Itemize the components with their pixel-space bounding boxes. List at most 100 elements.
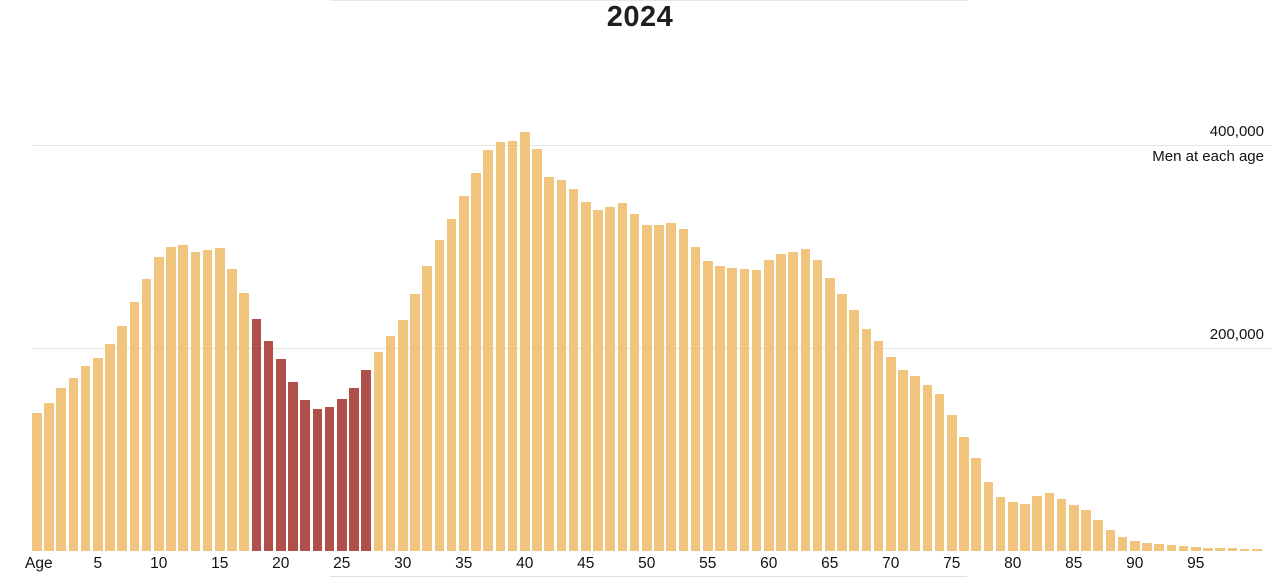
bar-age-39 <box>507 140 518 551</box>
bar-age-4 <box>80 366 91 551</box>
bottom-divider <box>330 576 967 577</box>
bar-age-6 <box>105 343 115 551</box>
bar-age-91 <box>1142 542 1152 551</box>
x-tick-label-95: 95 <box>1187 555 1205 572</box>
bar-age-56 <box>715 265 725 551</box>
bar-age-29 <box>385 335 396 551</box>
x-tick-label-50: 50 <box>638 555 656 572</box>
bar-age-11 <box>166 246 176 551</box>
bar-age-8 <box>129 302 140 551</box>
bar-age-12 <box>178 244 189 551</box>
y-tick-label-400000: 400,000 <box>1209 123 1264 140</box>
bar-age-63 <box>800 248 811 551</box>
bar-age-84 <box>1056 499 1067 551</box>
bar-age-87 <box>1093 519 1104 551</box>
bar-age-22 <box>300 399 311 551</box>
bar-age-18 <box>251 318 262 551</box>
bar-age-83 <box>1044 493 1055 551</box>
x-tick-label-5: 5 <box>93 555 103 572</box>
bar-age-99 <box>1239 548 1250 551</box>
bar-age-49 <box>629 214 640 551</box>
bar-age-67 <box>849 310 860 551</box>
bar-age-21 <box>288 381 298 551</box>
bar-age-93 <box>1166 544 1177 551</box>
bar-age-43 <box>556 179 567 551</box>
bar-age-38 <box>495 142 506 551</box>
bar-age-66 <box>837 294 847 551</box>
bar-age-26 <box>349 387 359 551</box>
gridline-400000 <box>33 145 1272 146</box>
bar-age-23 <box>312 408 323 551</box>
bar-age-32 <box>422 265 433 551</box>
bar-age-80 <box>1007 502 1018 551</box>
bar-age-98 <box>1227 548 1238 551</box>
bar-age-25 <box>336 398 347 552</box>
bar-age-85 <box>1068 505 1079 551</box>
y-tick-label-200000: 200,000 <box>1209 326 1264 343</box>
bar-age-10 <box>153 256 164 551</box>
bar-age-44 <box>568 188 579 551</box>
x-tick-label-85: 85 <box>1065 555 1083 572</box>
bar-age-33 <box>434 240 445 551</box>
bar-age-1 <box>44 402 54 551</box>
bar-age-5 <box>92 358 103 551</box>
x-tick-label-90: 90 <box>1126 555 1144 572</box>
bar-age-95 <box>1190 546 1201 551</box>
top-divider <box>330 0 967 1</box>
x-tick-label-10: 10 <box>150 555 168 572</box>
bar-age-74 <box>934 393 945 551</box>
bar-age-61 <box>776 253 786 551</box>
bar-age-89 <box>1117 536 1128 551</box>
bar-age-52 <box>666 223 677 551</box>
bar-age-42 <box>544 176 555 551</box>
bar-age-71 <box>898 370 908 551</box>
bar-age-7 <box>117 325 128 551</box>
bar-age-96 <box>1203 547 1213 551</box>
bar-age-9 <box>141 279 152 551</box>
bar-age-65 <box>824 278 835 551</box>
bar-age-59 <box>751 269 762 551</box>
bar-age-3 <box>68 378 79 551</box>
bar-age-30 <box>397 319 408 551</box>
bar-age-37 <box>483 150 494 551</box>
x-tick-label-70: 70 <box>882 555 900 572</box>
bar-age-78 <box>983 482 994 551</box>
bar-age-15 <box>214 247 225 551</box>
bar-age-34 <box>446 219 457 551</box>
x-tick-label-40: 40 <box>516 555 534 572</box>
x-tick-label-15: 15 <box>211 555 229 572</box>
bar-age-36 <box>471 173 481 551</box>
bar-age-60 <box>763 259 774 551</box>
bar-age-92 <box>1154 543 1165 551</box>
bar-age-54 <box>690 246 701 551</box>
bar-age-82 <box>1032 496 1043 551</box>
x-tick-label-35: 35 <box>455 555 473 572</box>
bar-age-77 <box>971 457 982 551</box>
bar-age-41 <box>532 149 542 551</box>
bar-age-31 <box>410 294 420 551</box>
bar-age-76 <box>959 437 969 551</box>
bar-age-51 <box>654 225 664 551</box>
x-tick-label-45: 45 <box>577 555 595 572</box>
bar-age-17 <box>239 293 250 551</box>
bar-age-47 <box>605 206 616 551</box>
bar-age-50 <box>641 225 652 551</box>
bar-age-0 <box>31 413 42 551</box>
bar-age-14 <box>202 249 213 551</box>
bar-age-58 <box>739 268 750 551</box>
page-title: 2024 <box>606 1 674 33</box>
bar-age-48 <box>617 202 628 551</box>
bar-age-64 <box>812 259 823 551</box>
x-tick-label-75: 75 <box>943 555 961 572</box>
x-axis-title: Age <box>25 555 53 572</box>
x-tick-label-80: 80 <box>1004 555 1022 572</box>
bar-age-16 <box>227 268 237 551</box>
bar-age-45 <box>580 201 591 551</box>
bar-age-86 <box>1081 510 1091 551</box>
bar-age-57 <box>727 267 738 551</box>
bar-age-40 <box>519 131 530 551</box>
bar-age-2 <box>56 387 67 551</box>
bar-age-75 <box>946 415 957 551</box>
bar-age-68 <box>861 328 872 551</box>
